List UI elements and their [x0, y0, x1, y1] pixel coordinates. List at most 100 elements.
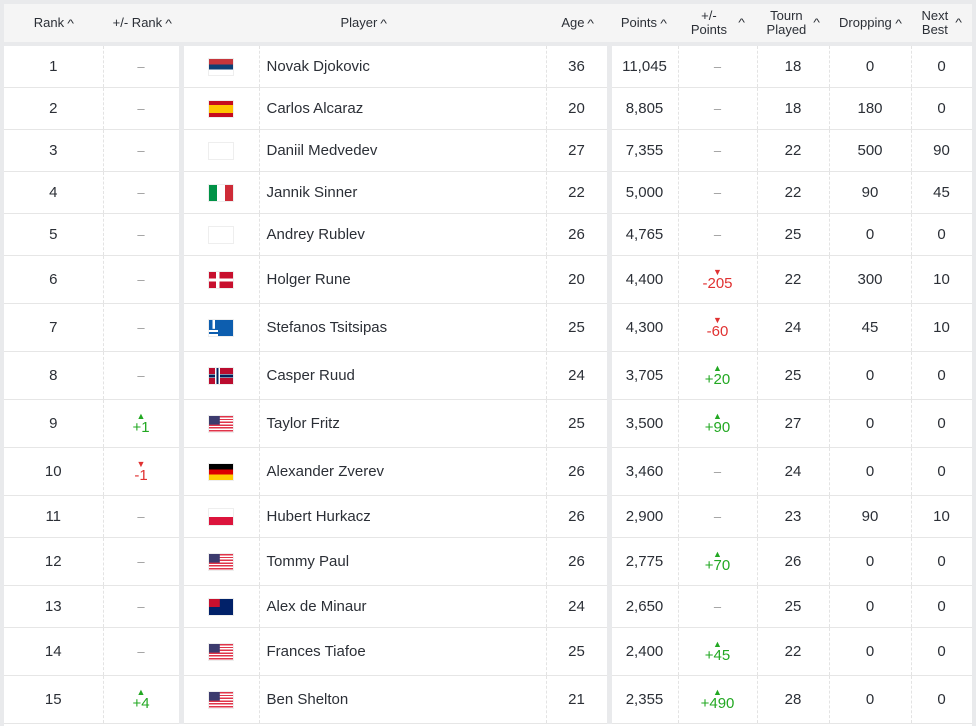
- table-row[interactable]: 1 – Novak Djokovic 36 11,045 – 18 0 0: [4, 44, 972, 88]
- player-name[interactable]: Ben Shelton: [259, 675, 547, 724]
- sort-rank-change[interactable]: +/- Rank ^: [103, 4, 181, 46]
- arrow-down-icon: ▼: [713, 315, 722, 325]
- player-name[interactable]: Alex de Minaur: [259, 585, 547, 628]
- sort-dropping[interactable]: Dropping ^: [829, 4, 911, 46]
- table-row[interactable]: 4 – Jannik Sinner 22 5,000 – 22 90 45: [4, 171, 972, 214]
- tourn-played-cell: 25: [757, 213, 830, 256]
- rank-cell: 9: [4, 399, 104, 448]
- player-name[interactable]: Tommy Paul: [259, 537, 547, 586]
- points-cell: 7,355: [609, 129, 679, 172]
- points-cell: 4,300: [609, 303, 679, 352]
- player-name[interactable]: Frances Tiafoe: [259, 627, 547, 676]
- dropping-cell: 0: [829, 537, 912, 586]
- table-row[interactable]: 8 – Casper Ruud 24 3,705 ▲ +20 25 0 0: [4, 351, 972, 400]
- sort-points[interactable]: Points ^: [609, 4, 678, 46]
- dropping-cell: 0: [829, 44, 912, 88]
- flag-cell: [181, 537, 260, 586]
- player-name[interactable]: Andrey Rublev: [259, 213, 547, 256]
- age-cell: 22: [546, 171, 612, 214]
- arrow-up-icon: ▲: [713, 687, 722, 697]
- arrow-up-icon: ▲: [713, 549, 722, 559]
- player-name[interactable]: Stefanos Tsitsipas: [259, 303, 547, 352]
- sort-tourn-played[interactable]: Tourn Played ^: [757, 4, 829, 46]
- points-cell: 3,460: [609, 447, 679, 496]
- dropping-cell: 500: [829, 129, 912, 172]
- dropping-cell: 90: [829, 495, 912, 538]
- flag-cell: [181, 255, 260, 304]
- rankings-table: Rank ^ +/- Rank ^ Player ^ Age ^ Points ^ +/-…: [4, 4, 972, 724]
- flag-cell: [181, 675, 260, 724]
- player-name[interactable]: Holger Rune: [259, 255, 547, 304]
- next-best-cell: 0: [911, 87, 972, 130]
- rank-cell: 15: [4, 675, 104, 724]
- tourn-played-cell: 24: [757, 303, 830, 352]
- points-cell: 4,400: [609, 255, 679, 304]
- table-row[interactable]: 11 – Hubert Hurkacz 26 2,900 – 23 90 10: [4, 495, 972, 538]
- table-row[interactable]: 15 ▲ +4 Ben Shelton 21 2,355 ▲ +490 28 0 0: [4, 675, 972, 724]
- next-best-cell: 0: [911, 351, 972, 400]
- table-row[interactable]: 9 ▲ +1 Taylor Fritz 25 3,500 ▲ +90 27 0 0: [4, 399, 972, 448]
- no-change: –: [137, 143, 145, 158]
- player-name[interactable]: Taylor Fritz: [259, 399, 547, 448]
- table-row[interactable]: 12 – Tommy Paul 26 2,775 ▲ +70 26 0 0: [4, 537, 972, 586]
- table-row[interactable]: 3 – Daniil Medvedev 27 7,355 – 22 500 90: [4, 129, 972, 172]
- rank-change-cell: –: [103, 87, 184, 130]
- next-best-cell: 0: [911, 399, 972, 448]
- change-value: -60: [706, 323, 729, 340]
- dropping-cell: 0: [829, 351, 912, 400]
- dropping-cell: 0: [829, 675, 912, 724]
- points-change-cell: ▼ -205: [678, 255, 758, 304]
- rank-change-cell: –: [103, 627, 184, 676]
- sort-player[interactable]: Player ^: [181, 4, 546, 46]
- points-change-cell: ▼ -60: [678, 303, 758, 352]
- table-row[interactable]: 13 – Alex de Minaur 24 2,650 – 25 0 0: [4, 585, 972, 628]
- player-name[interactable]: Daniil Medvedev: [259, 129, 547, 172]
- table-row[interactable]: 2 – Carlos Alcaraz 20 8,805 – 18 180 0: [4, 87, 972, 130]
- age-cell: 24: [546, 351, 612, 400]
- rank-change-cell: –: [103, 351, 184, 400]
- tourn-played-cell: 27: [757, 399, 830, 448]
- flag-icon-ita: [208, 183, 234, 202]
- player-name[interactable]: Novak Djokovic: [259, 44, 547, 88]
- points-change-cell: ▲ +45: [678, 627, 758, 676]
- player-name[interactable]: Carlos Alcaraz: [259, 87, 547, 130]
- points-cell: 2,650: [609, 585, 679, 628]
- sort-age[interactable]: Age ^: [546, 4, 609, 46]
- sort-next-best[interactable]: Next Best ^: [911, 4, 972, 46]
- tourn-played-cell: 22: [757, 255, 830, 304]
- rank-change-cell: –: [103, 303, 184, 352]
- change-value: +1: [132, 419, 150, 436]
- flag-cell: [181, 627, 260, 676]
- next-best-cell: 10: [911, 495, 972, 538]
- age-cell: 20: [546, 87, 612, 130]
- no-change: –: [137, 59, 145, 74]
- points-change-cell: ▲ +20: [678, 351, 758, 400]
- rank-change-cell: –: [103, 213, 184, 256]
- sort-points-change[interactable]: +/- Points ^: [678, 4, 757, 46]
- player-name[interactable]: Hubert Hurkacz: [259, 495, 547, 538]
- player-name[interactable]: Jannik Sinner: [259, 171, 547, 214]
- rank-change-cell: –: [103, 129, 184, 172]
- flag-icon-aus: [208, 597, 234, 616]
- flag-icon-ger: [208, 462, 234, 481]
- rank-change-cell: –: [103, 171, 184, 214]
- table-row[interactable]: 7 – Stefanos Tsitsipas 25 4,300 ▼ -60 24 …: [4, 303, 972, 352]
- arrow-up-icon: ▲: [136, 687, 146, 697]
- points-change-cell: ▲ +90: [678, 399, 758, 448]
- table-row[interactable]: 14 – Frances Tiafoe 25 2,400 ▲ +45 22 0 0: [4, 627, 972, 676]
- table-row[interactable]: 6 – Holger Rune 20 4,400 ▼ -205 22 300 10: [4, 255, 972, 304]
- tourn-played-cell: 18: [757, 44, 830, 88]
- no-change: –: [137, 185, 145, 200]
- table-row[interactable]: 10 ▼ -1 Alexander Zverev 26 3,460 – 24 0 …: [4, 447, 972, 496]
- player-name[interactable]: Alexander Zverev: [259, 447, 547, 496]
- no-change: –: [713, 509, 722, 524]
- points-change-cell: –: [678, 171, 758, 214]
- no-change: –: [713, 599, 722, 614]
- player-name[interactable]: Casper Ruud: [259, 351, 547, 400]
- table-row[interactable]: 5 – Andrey Rublev 26 4,765 – 25 0 0: [4, 213, 972, 256]
- caret-up-icon: ^: [813, 17, 821, 30]
- rank-cell: 13: [4, 585, 104, 628]
- age-cell: 36: [546, 44, 612, 88]
- sort-rank[interactable]: Rank ^: [4, 4, 103, 46]
- flag-cell: [181, 351, 260, 400]
